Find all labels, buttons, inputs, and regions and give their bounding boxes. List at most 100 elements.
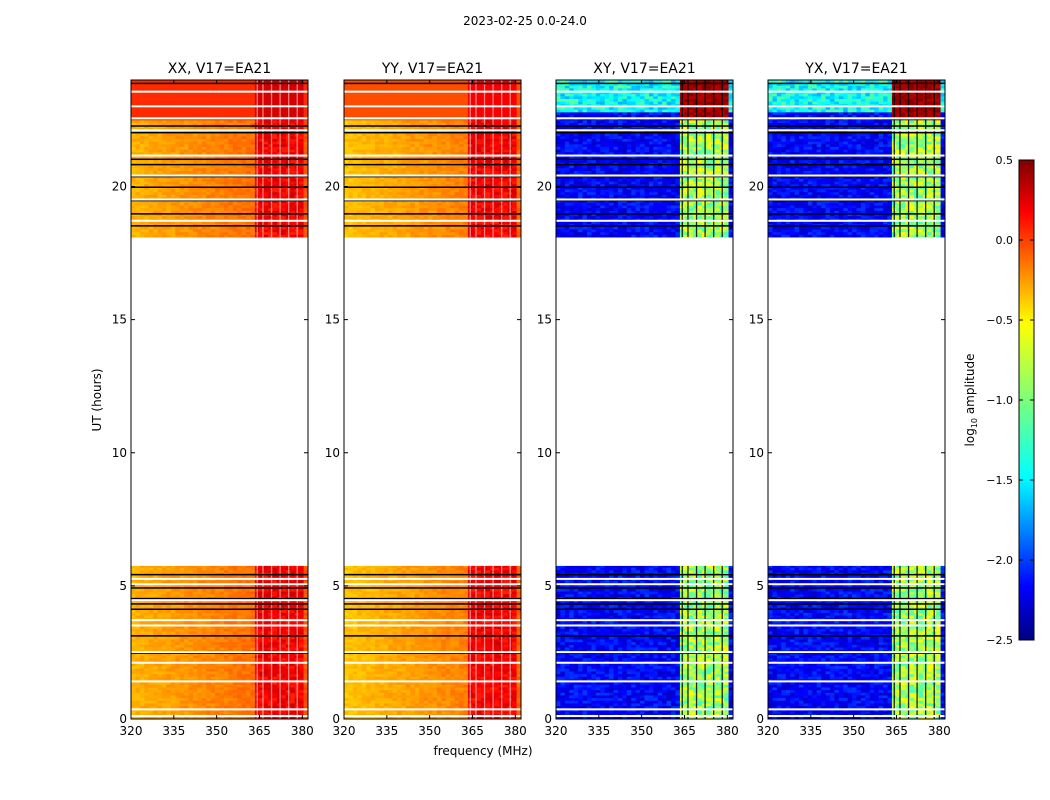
heatmap-cell bbox=[184, 80, 189, 84]
heatmap-cell bbox=[223, 641, 229, 645]
heatmap-cell bbox=[201, 604, 207, 608]
heatmap-cell bbox=[272, 681, 278, 685]
heatmap-cell bbox=[299, 612, 304, 616]
heatmap-cell bbox=[139, 593, 145, 597]
heatmap-cell bbox=[135, 647, 141, 651]
heatmap-cell bbox=[210, 673, 216, 677]
heatmap-cell bbox=[144, 234, 150, 238]
heatmap-cell bbox=[370, 716, 376, 720]
heatmap-cell bbox=[210, 138, 216, 142]
heatmap-cell bbox=[219, 207, 225, 211]
heatmap-cell bbox=[223, 593, 229, 597]
heatmap-cell bbox=[161, 689, 167, 693]
heatmap-cell bbox=[206, 111, 212, 116]
heatmap-cell bbox=[228, 615, 234, 619]
heatmap-cell bbox=[374, 705, 380, 709]
heatmap-cell bbox=[241, 135, 247, 139]
heatmap-cell bbox=[259, 191, 265, 195]
flag-row bbox=[131, 198, 308, 201]
heatmap-cell bbox=[153, 703, 158, 707]
heatmap-cell bbox=[232, 178, 238, 182]
heatmap-cell bbox=[250, 636, 256, 640]
heatmap-cell bbox=[184, 199, 189, 203]
heatmap-cell bbox=[188, 580, 194, 584]
heatmap-cell bbox=[272, 125, 278, 129]
heatmap-cell bbox=[135, 705, 141, 709]
heatmap-cell bbox=[423, 711, 429, 715]
heatmap-cell bbox=[237, 141, 243, 145]
heatmap-cell bbox=[206, 644, 212, 648]
heatmap-cell bbox=[166, 95, 172, 100]
heatmap-cell bbox=[219, 210, 225, 214]
heatmap-cell bbox=[197, 604, 203, 608]
heatmap-cell bbox=[379, 716, 385, 720]
heatmap-cell bbox=[179, 575, 185, 579]
heatmap-cell bbox=[201, 641, 207, 645]
heatmap-cell bbox=[131, 221, 136, 225]
heatmap-cell bbox=[232, 191, 238, 195]
heatmap-cell bbox=[210, 628, 216, 632]
heatmap-cell bbox=[268, 215, 274, 219]
heatmap-cell bbox=[131, 85, 136, 89]
heatmap-cell bbox=[201, 588, 207, 592]
heatmap-cell bbox=[228, 143, 234, 147]
heatmap-cell bbox=[144, 647, 150, 651]
heatmap-cell bbox=[303, 125, 309, 129]
heatmap-cell bbox=[206, 194, 212, 198]
heatmap-cell bbox=[161, 122, 167, 126]
heatmap-cell bbox=[157, 615, 163, 619]
heatmap-cell bbox=[268, 207, 274, 211]
flag-row bbox=[131, 105, 308, 108]
heatmap-cell bbox=[188, 625, 194, 629]
heatmap-cell bbox=[166, 647, 172, 651]
heatmap-cell bbox=[228, 567, 234, 571]
heatmap-cell bbox=[215, 644, 220, 648]
heatmap-cell bbox=[445, 705, 451, 709]
heatmap-cell bbox=[241, 167, 247, 171]
heatmap-cell bbox=[166, 189, 172, 193]
heatmap-cell bbox=[157, 159, 163, 163]
heatmap-cell bbox=[175, 676, 181, 680]
heatmap-cell bbox=[210, 106, 216, 110]
heatmap-cell bbox=[179, 199, 185, 203]
heatmap-cell bbox=[215, 119, 220, 123]
heatmap-cell bbox=[201, 98, 207, 102]
heatmap-cell bbox=[166, 639, 172, 643]
heatmap-cell bbox=[175, 604, 181, 608]
heatmap-cell bbox=[272, 716, 278, 720]
heatmap-cell bbox=[188, 215, 194, 219]
heatmap-cell bbox=[392, 705, 398, 709]
flag-column bbox=[296, 565, 298, 719]
heatmap-cell bbox=[246, 695, 251, 699]
heatmap-cell bbox=[259, 665, 265, 669]
heatmap-cell bbox=[170, 167, 176, 171]
heatmap-cell bbox=[135, 114, 141, 118]
heatmap-cell bbox=[277, 647, 282, 651]
heatmap-cell bbox=[250, 122, 256, 126]
heatmap-cell bbox=[170, 122, 176, 126]
heatmap-cell bbox=[281, 569, 287, 573]
heatmap-cell bbox=[263, 229, 269, 233]
heatmap-cell bbox=[157, 143, 163, 147]
heatmap-cell bbox=[241, 221, 247, 225]
heatmap-cell bbox=[281, 604, 287, 608]
heatmap-cell bbox=[135, 221, 141, 225]
heatmap-cell bbox=[188, 205, 194, 209]
heatmap-cell bbox=[232, 681, 238, 685]
heatmap-cell bbox=[135, 620, 141, 624]
heatmap-cell bbox=[379, 705, 385, 709]
heatmap-cell bbox=[131, 692, 136, 696]
heatmap-cell bbox=[206, 234, 212, 238]
heatmap-cell bbox=[272, 591, 278, 595]
heatmap-cell bbox=[219, 85, 225, 89]
heatmap-cell bbox=[153, 189, 158, 193]
heatmap-cell bbox=[192, 186, 198, 190]
heatmap-cell bbox=[357, 703, 363, 707]
heatmap-cell bbox=[206, 567, 212, 571]
heatmap-cell bbox=[277, 703, 282, 707]
heatmap-cell bbox=[148, 141, 154, 145]
heatmap-cell bbox=[184, 143, 189, 147]
heatmap-cell bbox=[250, 191, 256, 195]
heatmap-cell bbox=[277, 207, 282, 211]
heatmap-cell bbox=[188, 170, 194, 174]
